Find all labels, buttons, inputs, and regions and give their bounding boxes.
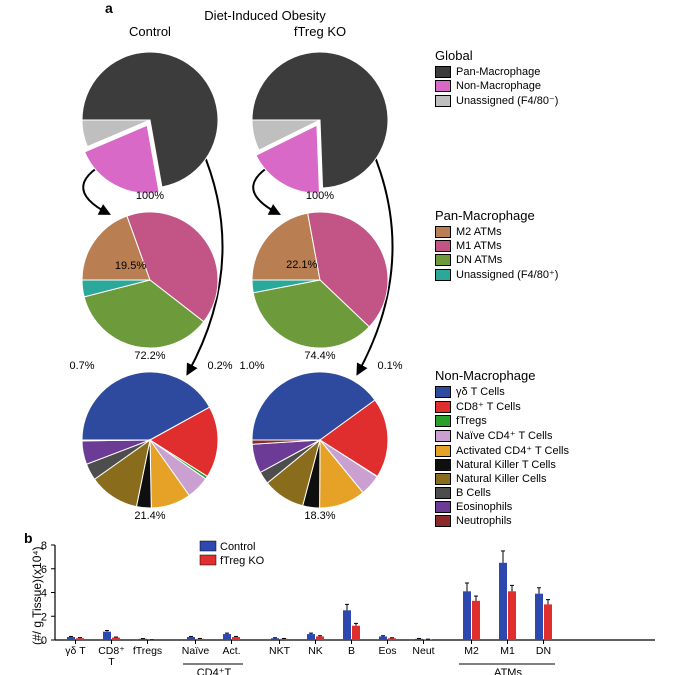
swatch (435, 80, 451, 92)
svg-text:M2: M2 (464, 645, 479, 657)
svg-text:2: 2 (41, 611, 47, 623)
legend-label: Natural Killer T Cells (456, 459, 556, 471)
svg-text:Neut: Neut (412, 645, 434, 657)
swatch (435, 240, 451, 252)
legend-label: Pan-Macrophage (456, 66, 540, 78)
pie-1-fTreg KO (247, 207, 393, 353)
svg-text:fTreg KO: fTreg KO (220, 555, 265, 567)
swatch (435, 515, 451, 527)
swatch (435, 430, 451, 442)
legend-label: Unassigned (F4/80⁻) (456, 94, 558, 107)
pie-annot: 22.1% (277, 259, 327, 271)
swatch (435, 95, 451, 107)
legend-label: CD8⁺ T Cells (456, 400, 521, 413)
svg-text:6: 6 (41, 564, 47, 576)
legend-0: Pan-Macrophage Non-Macrophage Unassigned (… (435, 66, 558, 109)
legend-label: M1 ATMs (456, 240, 502, 252)
under-label: 74.4% (290, 350, 350, 362)
swatch (435, 254, 451, 266)
legend-label: Neutrophils (456, 515, 512, 527)
svg-text:B: B (348, 645, 355, 657)
svg-text:Control: Control (220, 541, 255, 553)
pie-annot: 0.1% (370, 360, 410, 372)
col-title-1: fTreg KO (270, 24, 370, 39)
svg-text:Naïve: Naïve (182, 645, 210, 657)
swatch (435, 386, 451, 398)
under-label: 72.2% (120, 350, 180, 362)
swatch (435, 415, 451, 427)
swatch (435, 501, 451, 513)
panel-a-title: Diet-Induced Obesity (140, 8, 390, 23)
legend-label: Unassigned (F4/80⁺) (456, 268, 558, 281)
under-label: 18.3% (290, 510, 350, 522)
svg-text:DN: DN (536, 645, 551, 657)
svg-text:8: 8 (41, 540, 47, 552)
swatch (435, 226, 451, 238)
pie-0-Control (77, 47, 223, 193)
legend-label: DN ATMs (456, 254, 502, 266)
bar-chart: 02468ControlfTreg KOγδ TCD8⁺TfTregsNaïve… (0, 535, 684, 675)
under-label: 100% (120, 190, 180, 202)
pie-annot: 19.5% (106, 260, 156, 272)
pie-2-Control (77, 367, 223, 513)
legend-title-0: Global (435, 48, 473, 63)
panel-a-label: a (105, 0, 113, 16)
pie-1-Control (77, 207, 223, 353)
legend-label: fTregs (456, 415, 487, 427)
col-title-0: Control (100, 24, 200, 39)
swatch (435, 401, 451, 413)
legend-2: γδ T Cells CD8⁺ T Cells fTregs Naïve CD4⁺ T… (435, 386, 569, 529)
legend-label: Non-Macrophage (456, 80, 541, 92)
swatch (435, 66, 451, 78)
legend-title-2: Non-Macrophage (435, 368, 535, 383)
svg-text:Act.: Act. (222, 645, 240, 657)
swatch (435, 445, 451, 457)
pie-annot: 0.7% (62, 360, 102, 372)
legend-title-1: Pan-Macrophage (435, 208, 535, 223)
svg-text:γδ T: γδ T (65, 645, 86, 657)
under-label: 100% (290, 190, 350, 202)
swatch (435, 269, 451, 281)
legend-label: M2 ATMs (456, 226, 502, 238)
svg-text:Eos: Eos (378, 645, 396, 657)
svg-text:fTregs: fTregs (133, 645, 162, 657)
svg-text:CD4⁺T: CD4⁺T (197, 667, 232, 675)
svg-text:0: 0 (41, 635, 47, 647)
svg-text:4: 4 (41, 588, 47, 600)
svg-text:NKT: NKT (269, 645, 291, 657)
swatch (435, 473, 451, 485)
legend-1: M2 ATMs M1 ATMs DN ATMs Unassigned (F4/80⁺) (435, 226, 558, 283)
legend-label: γδ T Cells (456, 386, 505, 398)
legend-label: B Cells (456, 487, 491, 499)
under-label: 21.4% (120, 510, 180, 522)
svg-text:M1: M1 (500, 645, 515, 657)
pie-0-fTreg KO (247, 47, 393, 193)
legend-label: Natural Killer Cells (456, 473, 546, 485)
pie-2-fTreg KO (247, 367, 393, 513)
svg-text:ATMs: ATMs (494, 667, 522, 675)
legend-label: Activated CD4⁺ T Cells (456, 444, 569, 457)
svg-text:NK: NK (308, 645, 323, 657)
legend-label: Eosinophils (456, 501, 512, 513)
svg-text:T: T (108, 656, 115, 668)
swatch (435, 487, 451, 499)
legend-label: Naïve CD4⁺ T Cells (456, 429, 553, 442)
pie-annot: 1.0% (232, 360, 272, 372)
swatch (435, 459, 451, 471)
